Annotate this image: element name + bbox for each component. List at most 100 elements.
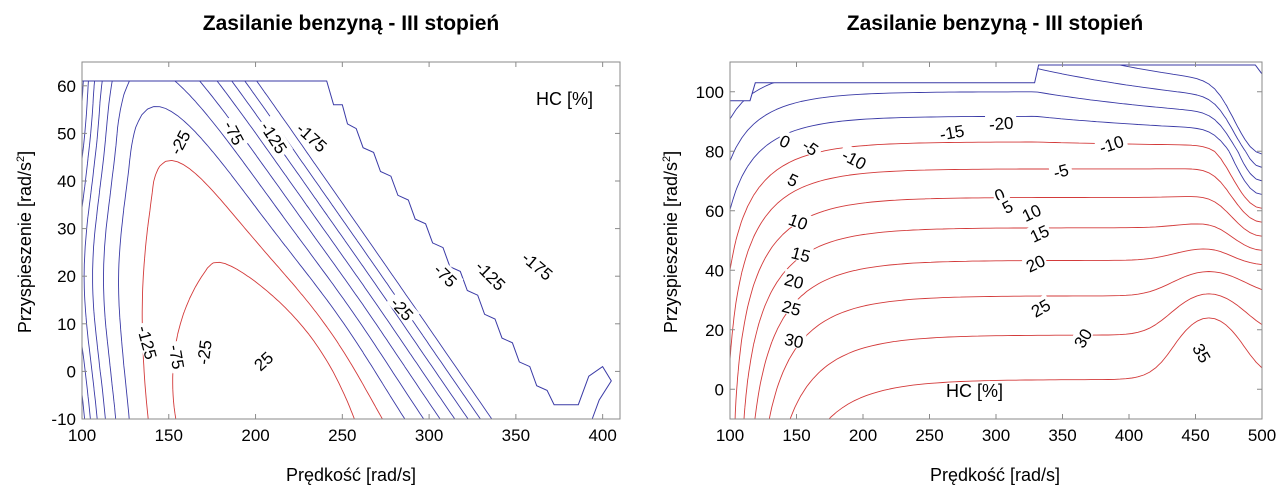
right-x-tick-label: 450 xyxy=(1181,426,1209,445)
right-contour-label-bg xyxy=(1026,293,1054,320)
right-contour-label: 5 xyxy=(784,168,804,191)
right-x-tick-label: 100 xyxy=(716,426,744,445)
right-contour-level xyxy=(789,293,1262,419)
right-contour-label: 20 xyxy=(781,268,808,293)
left-x-tick-label: 300 xyxy=(415,426,443,445)
left-y-tick-label: -10 xyxy=(51,410,76,429)
right-contour-label-bg xyxy=(1017,199,1045,224)
right-contour-label: 5 xyxy=(997,195,1017,218)
left-contour-label: -75 xyxy=(429,257,464,292)
right-y-tick-label: 80 xyxy=(705,142,724,161)
right-chart: Zasilanie benzyną - III stopień Prędkość… xyxy=(661,12,1276,485)
right-contour-label: -20 xyxy=(984,112,1018,135)
left-contour-label-bg xyxy=(220,114,250,150)
right-contour-label-bg xyxy=(984,112,1018,132)
left-contour-level xyxy=(83,81,456,419)
right-contour-label-text: 25 xyxy=(1028,296,1054,322)
right-contour-label-text: 25 xyxy=(780,297,803,320)
right-x-tick-label: 500 xyxy=(1248,426,1276,445)
right-y-axis-label-close: ] xyxy=(661,151,681,156)
left-contour-label: -25 xyxy=(192,335,216,369)
right-domain-boundary xyxy=(730,64,1263,102)
left-y-tick-label: 40 xyxy=(57,172,76,191)
left-contour-label: -125 xyxy=(471,254,512,295)
left-x-tick-label: 400 xyxy=(588,426,616,445)
left-hc-annotation: HC [%] xyxy=(536,89,593,109)
right-y-tick-label: 40 xyxy=(705,261,724,280)
left-chart-title: Zasilanie benzyną - III stopień xyxy=(203,12,499,35)
right-contour-label-bg xyxy=(779,295,805,318)
right-contour-label: 30 xyxy=(781,328,807,352)
right-contour-label-bg xyxy=(1047,158,1074,181)
right-contour-label-bg xyxy=(781,268,808,291)
left-contour-label-text: -75 xyxy=(165,343,188,371)
right-contour-label-bg xyxy=(1190,338,1216,367)
left-x-tick-label: 150 xyxy=(155,426,183,445)
right-contour-label: 30 xyxy=(1068,323,1096,352)
left-contour-label-bg xyxy=(386,290,420,326)
right-y-axis-label-main: Przyspieszenie [rad/s xyxy=(661,162,681,333)
left-contour-label-bg xyxy=(163,124,194,160)
right-contour-label-bg xyxy=(837,143,873,173)
left-contour-label-bg xyxy=(256,115,294,159)
right-x-tick-label: 150 xyxy=(782,426,810,445)
left-y-tick-label: 10 xyxy=(57,315,76,334)
right-y-tick-label: 0 xyxy=(715,380,724,399)
right-contour-level xyxy=(754,248,1262,419)
left-contour-level xyxy=(82,81,469,419)
left-y-axis-label: Przyspieszenie [rad/s2] xyxy=(15,151,35,333)
right-y-axis-label-sup: 2 xyxy=(661,156,673,162)
left-contour-label: -125 xyxy=(256,115,294,159)
left-contour-level xyxy=(118,106,406,419)
right-y-axis-label: Przyspieszenie [rad/s2] xyxy=(661,151,681,333)
right-contour-label-text: 20 xyxy=(782,270,805,293)
left-contour-label-bg xyxy=(192,335,214,369)
left-contour-label: 25 xyxy=(248,346,277,375)
left-y-tick-label: 0 xyxy=(67,362,76,381)
right-contour-label-text: 15 xyxy=(1027,221,1052,246)
right-contour-label-text: -5 xyxy=(798,136,821,160)
right-x-tick-label: 400 xyxy=(1115,426,1143,445)
right-hc-annotation: HC [%] xyxy=(946,381,1003,401)
right-contour-label: -15 xyxy=(934,119,969,144)
right-contour-level xyxy=(730,91,1262,182)
right-contour-label: -5 xyxy=(1047,158,1074,183)
left-contour-label-text: -25 xyxy=(194,339,216,366)
right-y-tick-label: 100 xyxy=(696,83,724,102)
left-x-tick-label: 200 xyxy=(241,426,269,445)
right-contour-label-bg xyxy=(934,119,969,143)
left-contour-label-bg xyxy=(167,339,190,374)
right-contour-label-bg xyxy=(781,328,807,350)
left-y-axis-label-sup: 2 xyxy=(15,156,27,162)
left-contour-label-bg xyxy=(429,257,464,292)
left-contour-level xyxy=(92,81,441,419)
left-contour-label: -75 xyxy=(219,114,250,150)
left-contour-label-bg xyxy=(248,346,277,374)
right-contour-label-bg xyxy=(1021,249,1049,275)
left-contour-label-text: -125 xyxy=(133,324,160,362)
left-x-axis-label: Prędkość [rad/s] xyxy=(286,465,416,485)
left-y-tick-label: 50 xyxy=(57,124,76,143)
left-y-tick-label: 30 xyxy=(57,220,76,239)
right-contour-label-text: 20 xyxy=(1023,251,1048,276)
right-contour-label: 20 xyxy=(1021,249,1049,276)
right-contour-level xyxy=(768,271,1262,419)
left-contour-label: -25 xyxy=(386,290,420,326)
right-contour-label-bg xyxy=(797,132,826,160)
left-plot-frame xyxy=(81,61,621,420)
left-y-tick-label: 60 xyxy=(57,77,76,96)
right-x-axis-label: Prędkość [rad/s] xyxy=(930,465,1060,485)
right-contour-level xyxy=(730,115,1262,210)
right-contour-label: -10 xyxy=(1093,130,1129,158)
right-contour-label-bg xyxy=(1068,323,1095,352)
right-contour-label-bg xyxy=(1093,130,1129,156)
right-contour-label-text: -20 xyxy=(988,113,1014,134)
right-contour-label: 25 xyxy=(1026,293,1054,322)
right-y-tick-label: 60 xyxy=(705,202,724,221)
right-contour-label-text: -15 xyxy=(938,121,966,144)
left-contour-level xyxy=(141,159,383,419)
right-contour-label-text: -5 xyxy=(1051,160,1071,182)
left-contour-label: -125 xyxy=(133,320,163,364)
right-x-tick-label: 250 xyxy=(915,426,943,445)
